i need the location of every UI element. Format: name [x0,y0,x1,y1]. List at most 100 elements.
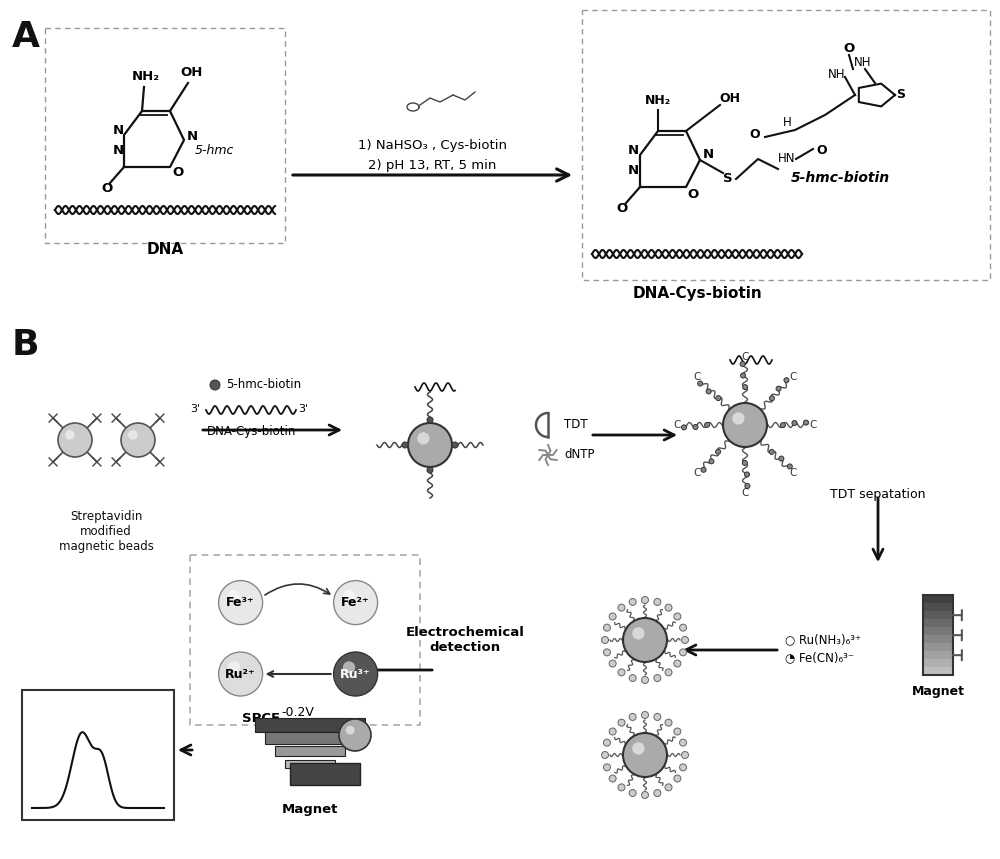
Circle shape [642,791,648,799]
Bar [923,651,953,659]
Text: A: A [12,20,40,54]
Circle shape [603,764,610,771]
Bar [190,555,420,725]
Circle shape [769,396,774,401]
Circle shape [654,674,661,681]
Circle shape [618,719,625,726]
Circle shape [716,396,721,400]
Circle shape [706,389,711,394]
Text: C: C [809,420,817,430]
Circle shape [219,652,263,696]
Bar [923,603,953,611]
Circle shape [741,373,746,378]
Text: NH₂: NH₂ [132,70,160,83]
Text: NH: NH [854,57,872,70]
Text: DNA: DNA [146,242,184,257]
Text: 5-hmc-biotin: 5-hmc-biotin [790,171,890,185]
Bar [923,667,953,675]
Circle shape [609,775,616,782]
Text: C: C [789,468,797,478]
Text: O: O [687,187,699,200]
Text: N: N [627,143,639,156]
Text: O: O [843,42,855,56]
Circle shape [723,403,767,447]
Circle shape [609,613,616,620]
Text: Streptavidin
modified
magnetic beads: Streptavidin modified magnetic beads [59,510,153,553]
Circle shape [219,581,263,624]
Circle shape [709,459,714,464]
Bar [923,611,953,619]
Text: H: H [783,117,791,130]
Circle shape [776,387,781,391]
Text: dNTP: dNTP [564,448,594,461]
Text: C: C [693,468,701,478]
Text: Ru²⁺: Ru²⁺ [225,667,256,680]
Circle shape [701,467,706,472]
Circle shape [629,714,636,721]
Text: N: N [186,130,198,143]
Circle shape [121,423,155,457]
Circle shape [128,430,138,440]
Text: -0.2V: -0.2V [282,706,315,719]
Circle shape [705,423,710,428]
Bar [255,718,365,732]
Text: 2) pH 13, RT, 5 min: 2) pH 13, RT, 5 min [368,159,496,172]
Circle shape [346,726,355,734]
Circle shape [680,624,687,631]
Circle shape [769,449,774,454]
Circle shape [210,380,220,390]
Circle shape [642,711,648,718]
Text: B: B [12,328,40,362]
Text: TDT sepatation: TDT sepatation [830,488,926,501]
Circle shape [623,733,667,777]
Circle shape [682,637,688,643]
Circle shape [642,677,648,684]
Text: O: O [101,182,113,196]
Text: O: O [816,144,827,157]
Circle shape [693,424,698,430]
Text: OH: OH [181,66,203,80]
Text: O: O [172,167,184,180]
Circle shape [792,421,797,425]
Circle shape [742,460,747,466]
Text: N: N [627,163,639,176]
Circle shape [740,362,745,367]
Text: 5-hmc-biotin: 5-hmc-biotin [226,379,301,392]
Circle shape [743,385,748,390]
Text: Fe²⁺: Fe²⁺ [341,596,370,609]
Circle shape [402,442,408,448]
Circle shape [334,581,378,624]
Text: C: C [693,372,701,382]
Circle shape [680,764,687,771]
Text: Electrochemical
detection: Electrochemical detection [406,626,524,654]
Circle shape [58,423,92,457]
Circle shape [602,637,608,643]
Circle shape [654,599,661,606]
Circle shape [674,613,681,620]
Circle shape [603,649,610,656]
Circle shape [339,719,371,751]
Text: OH: OH [720,92,740,105]
Text: N: N [112,125,124,137]
Text: 3': 3' [190,404,200,414]
Circle shape [654,789,661,796]
Bar [265,732,355,744]
Text: C: C [741,488,749,498]
Circle shape [665,604,672,611]
Bar [923,635,953,643]
Text: HN: HN [778,153,796,166]
Circle shape [682,425,686,430]
Text: S: S [896,88,906,101]
Bar [923,595,953,675]
Text: DNA-Cys-biotin: DNA-Cys-biotin [207,425,297,438]
Circle shape [632,627,645,640]
Text: Magnet: Magnet [912,685,964,698]
Text: Fe³⁺: Fe³⁺ [226,596,255,609]
Circle shape [618,669,625,676]
Text: ◔ Fe(CN)₆³⁻: ◔ Fe(CN)₆³⁻ [785,651,854,665]
Bar [275,746,345,756]
Text: C: C [789,372,797,382]
Circle shape [680,739,687,746]
Text: 5-hmc: 5-hmc [194,143,234,156]
Text: 3': 3' [298,404,308,414]
